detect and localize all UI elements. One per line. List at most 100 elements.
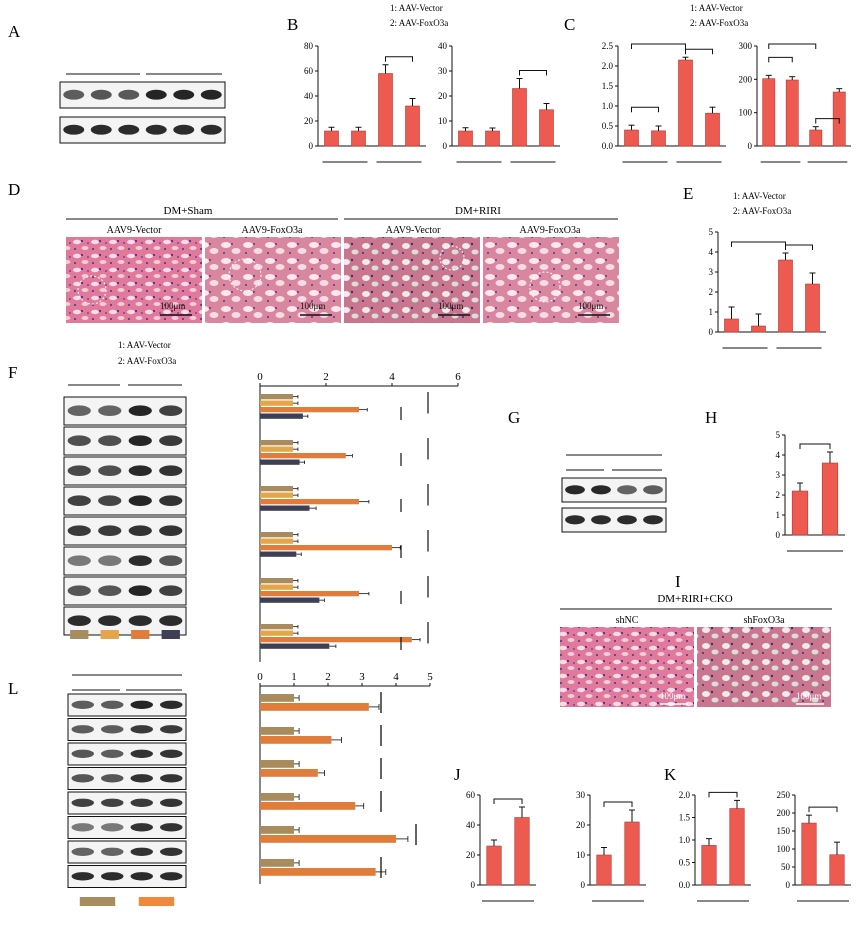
- blot-band: [160, 725, 183, 734]
- bar: [260, 532, 293, 538]
- blot-strip: [59, 116, 226, 144]
- histo-d-image-4: [483, 237, 619, 323]
- blot-band: [160, 774, 183, 783]
- y-tick-label: 1.0: [679, 835, 691, 845]
- y-tick-label: 0: [786, 880, 791, 890]
- bar: [260, 505, 310, 511]
- y-tick-label: 2.0: [679, 790, 691, 800]
- chart-e: 0 1 2 3 4 5: [709, 227, 826, 349]
- chart-b1: 0 20 40 60 80: [304, 41, 426, 163]
- blot-band: [130, 700, 153, 709]
- bar: [651, 130, 666, 147]
- y-tick-label: 2: [776, 490, 781, 500]
- blot-band: [617, 485, 637, 495]
- chart-k1: 0.0 0.5 1.0 1.5 2.0: [679, 790, 751, 902]
- histo-i-title-2: shFoxO3a: [743, 615, 785, 626]
- bar: [260, 769, 318, 777]
- blot-band: [159, 465, 183, 477]
- y-tick-label: 10: [438, 116, 448, 126]
- blot-band: [145, 124, 167, 135]
- significance-bracket: [768, 56, 793, 63]
- bar: [260, 826, 294, 834]
- bar: [596, 854, 612, 886]
- significance-bracket: [708, 791, 738, 798]
- histo-d-group-sham: DM+Sham: [164, 205, 213, 217]
- blot-band: [90, 124, 112, 135]
- legend-e-1: 1: AAV-Vector: [733, 191, 786, 201]
- bar: [260, 630, 293, 636]
- histology-panel-d: DM+Sham DM+RIRI AAV9-Vector AAV9-FoxO3a …: [66, 205, 619, 323]
- x-tick-label: 0: [257, 671, 263, 683]
- blot-band: [128, 495, 152, 507]
- blot-band: [159, 555, 183, 567]
- bar: [260, 868, 376, 876]
- significance-bracket: [731, 241, 786, 247]
- y-tick-label: 200: [739, 74, 753, 84]
- y-tick-label: 1.0: [602, 101, 614, 111]
- y-tick-label: 150: [777, 826, 791, 836]
- histo-d-group-riri: DM+RIRI: [455, 205, 501, 217]
- y-tick-label: 3: [776, 470, 781, 480]
- y-tick-label: 2.5: [602, 41, 614, 51]
- blot-band: [67, 435, 91, 447]
- significance-bracket: [631, 43, 686, 49]
- scale-label-d2: 100μm: [300, 301, 325, 311]
- y-tick-label: 30: [438, 66, 448, 76]
- bar: [729, 808, 745, 886]
- y-tick-label: 0: [776, 530, 781, 540]
- y-tick-label: 0: [309, 141, 314, 151]
- western-blot-g: [561, 454, 667, 533]
- x-tick-label: 0: [257, 371, 263, 383]
- legend-c-2: 2: AAV-FoxO3a: [690, 18, 748, 28]
- significance-bracket: [385, 56, 413, 62]
- blot-band: [98, 585, 122, 597]
- histo-i-title: DM+RIRI+CKO: [657, 593, 732, 605]
- panel-label-d: D: [8, 180, 20, 199]
- scale-label-d3: 100μm: [438, 301, 463, 311]
- blot-band: [101, 872, 124, 881]
- x-tick-label: 2: [325, 671, 331, 683]
- blot-band: [160, 872, 183, 881]
- legend-f-1: 1: AAV-Vector: [118, 340, 171, 350]
- panel-label-i: I: [675, 572, 681, 591]
- panel-label-h: H: [705, 408, 717, 427]
- bar: [260, 584, 293, 590]
- blot-band: [160, 798, 183, 807]
- y-tick-label: 1: [709, 307, 714, 317]
- bar: [785, 79, 799, 147]
- blot-band: [565, 485, 585, 495]
- bar: [260, 459, 300, 465]
- blot-band: [101, 700, 124, 709]
- bar: [512, 88, 527, 147]
- scale-label-i2: 100μm: [796, 691, 821, 701]
- bar: [405, 105, 420, 147]
- bar: [260, 394, 293, 400]
- blot-band: [101, 798, 124, 807]
- bar: [324, 130, 339, 147]
- western-blot-f: [63, 384, 187, 639]
- blot-band: [71, 700, 94, 709]
- blot-band: [71, 823, 94, 832]
- y-tick-label: 4: [709, 247, 714, 257]
- x-tick-label: 4: [393, 671, 399, 683]
- y-tick-label: 0: [748, 141, 753, 151]
- blot-band: [130, 847, 153, 856]
- blot-band: [160, 847, 183, 856]
- blot-band: [591, 515, 611, 525]
- blot-band: [159, 525, 183, 537]
- blot-band: [128, 405, 152, 417]
- blot-band: [67, 615, 91, 627]
- bar: [260, 859, 294, 867]
- y-tick-label: 20: [438, 91, 448, 101]
- panel-label-l: L: [8, 679, 18, 698]
- bar: [829, 854, 845, 886]
- bar: [260, 727, 294, 735]
- bar: [624, 821, 640, 886]
- x-tick-label: 4: [389, 371, 395, 383]
- bar: [260, 545, 392, 551]
- panel-label-c: C: [564, 15, 575, 34]
- blot-band: [565, 515, 585, 525]
- blot-band: [128, 435, 152, 447]
- y-tick-label: 250: [777, 790, 791, 800]
